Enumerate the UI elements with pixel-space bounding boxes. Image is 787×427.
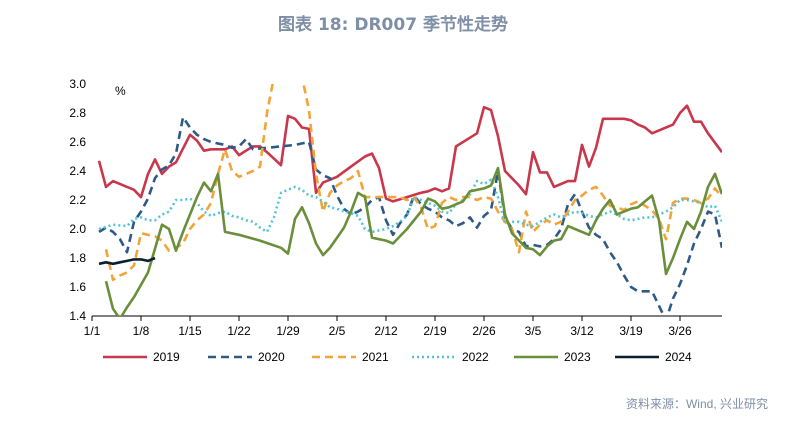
series-line-2024 bbox=[98, 256, 156, 266]
y-tick-label: 2.0 bbox=[69, 222, 86, 236]
series-line-2023 bbox=[104, 166, 722, 316]
series-line-2019 bbox=[97, 104, 722, 203]
legend-label-2021: 2021 bbox=[362, 350, 389, 364]
x-tick-label: 1/22 bbox=[227, 324, 251, 338]
y-tick-label: 1.6 bbox=[69, 280, 86, 294]
legend-label-2019: 2019 bbox=[153, 350, 180, 364]
legend-label-2024: 2024 bbox=[665, 350, 692, 364]
y-axis-unit: % bbox=[115, 84, 126, 98]
series-line-2021 bbox=[104, 84, 722, 282]
x-tick-label: 3/5 bbox=[525, 324, 542, 338]
chart-title: 图表 18: DR007 季节性走势 bbox=[278, 14, 508, 35]
source-note: 资料来源：Wind, 兴业研究 bbox=[626, 396, 768, 411]
legend-label-2020: 2020 bbox=[258, 350, 285, 364]
x-tick-label: 1/1 bbox=[84, 324, 101, 338]
x-tick-label: 2/19 bbox=[423, 324, 447, 338]
x-tick-label: 1/8 bbox=[133, 324, 150, 338]
x-tick-label: 2/12 bbox=[374, 324, 398, 338]
series-layer bbox=[97, 84, 722, 316]
y-tick-label: 1.4 bbox=[69, 309, 86, 323]
x-tick-label: 3/26 bbox=[668, 324, 692, 338]
x-tick-label: 1/29 bbox=[276, 324, 300, 338]
y-tick-label: 1.8 bbox=[69, 251, 86, 265]
x-tick-label: 1/15 bbox=[178, 324, 202, 338]
legend: 2019 2020 2021 2022 2023 2024 bbox=[103, 350, 692, 364]
legend-label-2023: 2023 bbox=[564, 350, 591, 364]
legend-label-2022: 2022 bbox=[462, 350, 489, 364]
y-tick-label: 2.8 bbox=[69, 106, 86, 120]
x-tick-label: 3/19 bbox=[619, 324, 643, 338]
y-tick-label: 2.6 bbox=[69, 135, 86, 149]
y-tick-label: 2.4 bbox=[69, 164, 86, 178]
series-line-2022 bbox=[98, 178, 722, 234]
y-axis: 1.4 1.6 1.8 2.0 2.2 2.4 2.6 2.8 3.0 bbox=[69, 77, 86, 323]
x-tick-label: 3/12 bbox=[570, 324, 594, 338]
x-axis: 1/1 1/8 1/15 1/22 1/29 2/5 2/12 2/19 2/26 3/5 3/12… bbox=[84, 315, 722, 338]
x-tick-label: 2/26 bbox=[472, 324, 496, 338]
y-tick-label: 3.0 bbox=[69, 77, 86, 91]
y-tick-label: 2.2 bbox=[69, 193, 86, 207]
x-tick-label: 2/5 bbox=[329, 324, 346, 338]
